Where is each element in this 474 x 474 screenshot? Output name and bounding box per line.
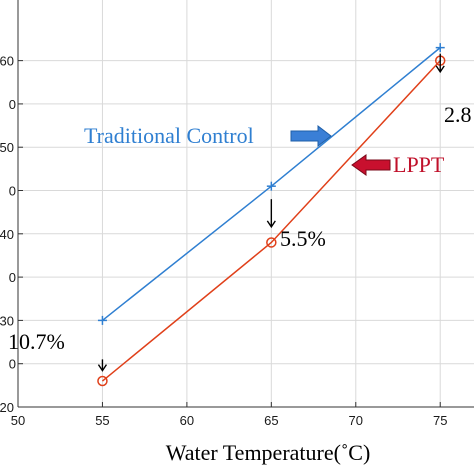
- arrow-head: [97, 364, 108, 372]
- x-tick-label: 60: [180, 413, 194, 428]
- series-line: [101, 60, 441, 382]
- x-tick-label: 55: [95, 413, 109, 428]
- series-label-traditional: Traditional Control: [84, 123, 254, 148]
- y-tick-label: 40: [0, 227, 14, 242]
- series-layer: [97, 43, 446, 387]
- annotations: 10.7% 5.5% 2.8 Traditional Control LPPT: [8, 53, 472, 372]
- y-tick-label: 30: [0, 313, 14, 328]
- percentage-annotation: 5.5%: [280, 226, 326, 251]
- percentage-annotation: 2.8: [444, 102, 472, 127]
- data-point: [435, 43, 445, 53]
- y-tick-label: 0: [9, 357, 16, 372]
- x-tick-label: 70: [349, 413, 363, 428]
- down-arrow: [97, 359, 108, 372]
- down-arrow: [266, 199, 276, 229]
- left-arrow-icon: [351, 154, 391, 176]
- y-tick-label: 20: [0, 400, 14, 415]
- axes: 50 55 60 65 70 75 20 30 40 50 60 0 0 0 0: [0, 0, 474, 428]
- y-tick-label: 0: [9, 184, 16, 199]
- x-tick-label: 75: [433, 413, 447, 428]
- y-tick-label: 0: [9, 97, 16, 112]
- grid: [17, 0, 474, 408]
- series-label-lppt: LPPT: [393, 152, 445, 177]
- data-point: [97, 375, 108, 387]
- x-axis-label: Water Temperature(˚C): [166, 440, 371, 465]
- data-point: [266, 181, 276, 191]
- y-tick-label: 50: [0, 140, 14, 155]
- arrow-head: [435, 65, 445, 74]
- arrow-head: [266, 220, 276, 229]
- y-tick-label: 0: [9, 270, 16, 285]
- down-arrow: [435, 53, 445, 74]
- data-point: [266, 237, 277, 248]
- data-point: [97, 315, 107, 325]
- y-tick-label: 60: [0, 54, 14, 69]
- x-tick-label: 50: [11, 413, 25, 428]
- right-arrow-icon: [290, 124, 332, 148]
- percentage-annotation: 10.7%: [8, 329, 65, 354]
- x-tick-label: 65: [264, 413, 278, 428]
